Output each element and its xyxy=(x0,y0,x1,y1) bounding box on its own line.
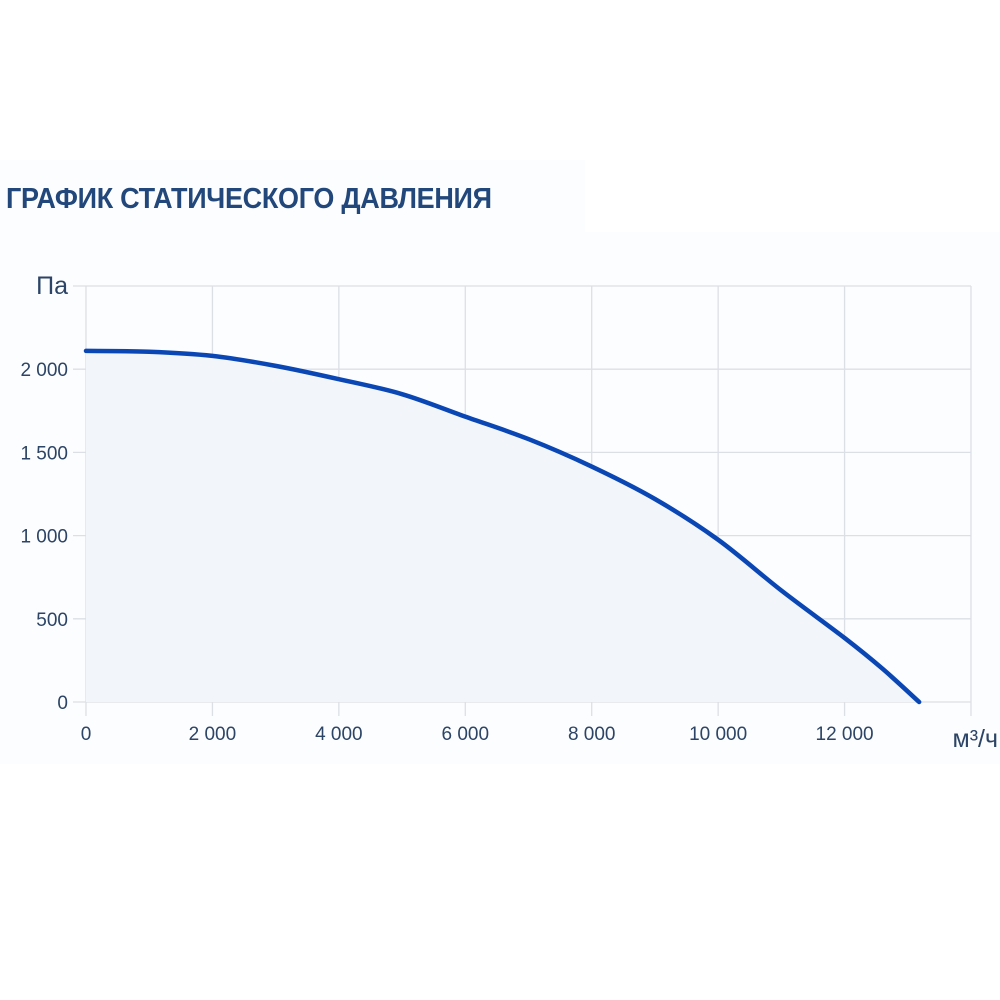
x-tick-label: 0 xyxy=(81,724,92,745)
x-tick-label: 4 000 xyxy=(315,724,363,745)
y-tick-label: 0 xyxy=(57,693,68,714)
pressure-curve xyxy=(83,348,922,705)
x-tick-label: 10 000 xyxy=(689,724,747,745)
x-tick-label: 12 000 xyxy=(816,724,874,745)
x-tick-label: 8 000 xyxy=(568,724,616,745)
x-tick-label: 2 000 xyxy=(189,724,237,745)
y-axis-unit-label: Па xyxy=(36,272,68,300)
y-axis-ticks: 0 500 1 000 1 500 2 000 xyxy=(20,360,68,714)
y-tick-label: 500 xyxy=(36,610,68,631)
y-tick-label: 1 000 xyxy=(20,527,68,548)
y-tick-label: 1 500 xyxy=(20,443,68,464)
x-axis-ticks: 0 2 000 4 000 6 000 8 000 10 000 12 000 xyxy=(81,724,874,745)
y-tick-label: 2 000 xyxy=(20,360,68,381)
chart-title: ГРАФИК СТАТИЧЕСКОГО ДАВЛЕНИЯ xyxy=(6,183,492,215)
x-axis-unit-label: м³/ч xyxy=(953,725,998,753)
x-tick-label: 6 000 xyxy=(442,724,490,745)
title-background xyxy=(0,160,585,232)
curve-area-fill xyxy=(86,350,920,702)
